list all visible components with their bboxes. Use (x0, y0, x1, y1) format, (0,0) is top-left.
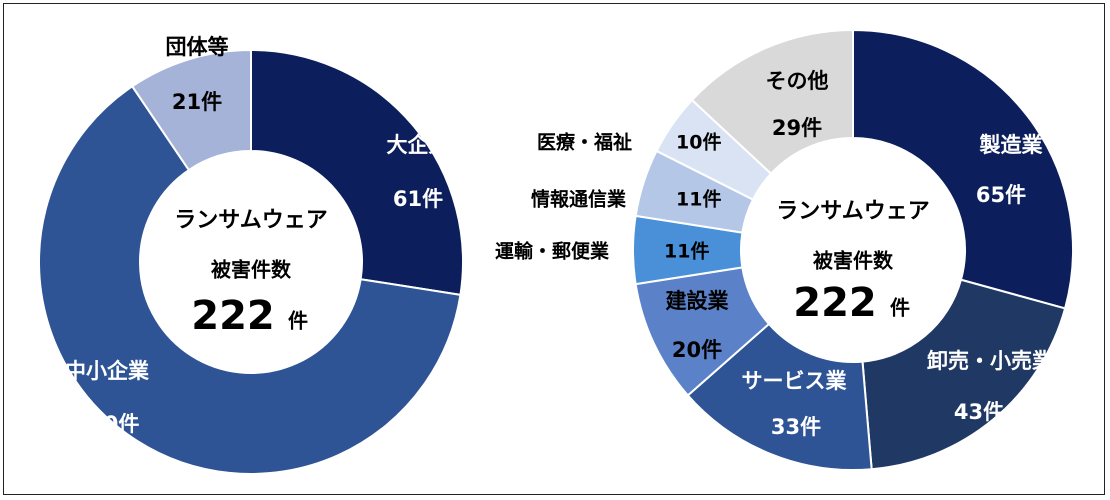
slice-label-医療・福祉: 医療・福祉 (537, 131, 632, 154)
slice-大企業 (250, 48, 464, 297)
slice-value-運輸・郵便業: 11件 (664, 240, 709, 263)
slice-value-その他: 29件 (772, 116, 822, 140)
slice-value-製造業: 65件 (976, 183, 1026, 207)
slice-value-医療・福祉: 10件 (676, 131, 721, 154)
slice-サービス業 (686, 322, 873, 471)
center-total: 222 (793, 280, 877, 326)
slice-label-大企業: 大企業 (387, 133, 451, 157)
center-title: ランサムウェア (174, 208, 328, 233)
slice-value-サービス業: 33件 (771, 415, 821, 439)
slice-label-中小企業: 中小企業 (65, 359, 150, 383)
slice-製造業 (852, 28, 1074, 310)
center-subtitle: 被害件数 (813, 249, 894, 273)
center-subtitle: 被害件数 (211, 258, 292, 282)
slice-value-団体等: 21件 (172, 90, 222, 114)
chart-frame (3, 3, 1105, 495)
slice-value-卸売・小売業: 43件 (954, 400, 1004, 424)
slice-value-中小企業: 140件 (75, 412, 140, 436)
slice-中小企業 (38, 84, 462, 475)
slice-value-大企業: 61件 (393, 187, 443, 211)
center-title: ランサムウェア (776, 199, 930, 224)
slice-label-卸売・小売業: 卸売・小売業 (927, 349, 1054, 373)
slice-label-情報通信業: 情報通信業 (531, 188, 627, 211)
slice-label-運輸・郵便業: 運輸・郵便業 (495, 240, 610, 263)
center-total: 222 (191, 293, 275, 339)
slice-その他 (690, 28, 854, 176)
slice-label-建設業: 建設業 (666, 289, 730, 313)
slice-label-サービス業: サービス業 (742, 369, 848, 393)
slice-value-情報通信業: 11件 (676, 188, 721, 211)
slice-label-団体等: 団体等 (166, 35, 229, 59)
slice-value-建設業: 20件 (672, 338, 722, 362)
center-unit: 件 (288, 309, 308, 333)
slice-label-製造業: 製造業 (979, 133, 1044, 157)
slice-卸売・小売業 (861, 278, 1067, 471)
slice-団体等 (130, 48, 252, 172)
center-unit: 件 (890, 296, 910, 320)
slice-label-その他: その他 (766, 69, 829, 93)
